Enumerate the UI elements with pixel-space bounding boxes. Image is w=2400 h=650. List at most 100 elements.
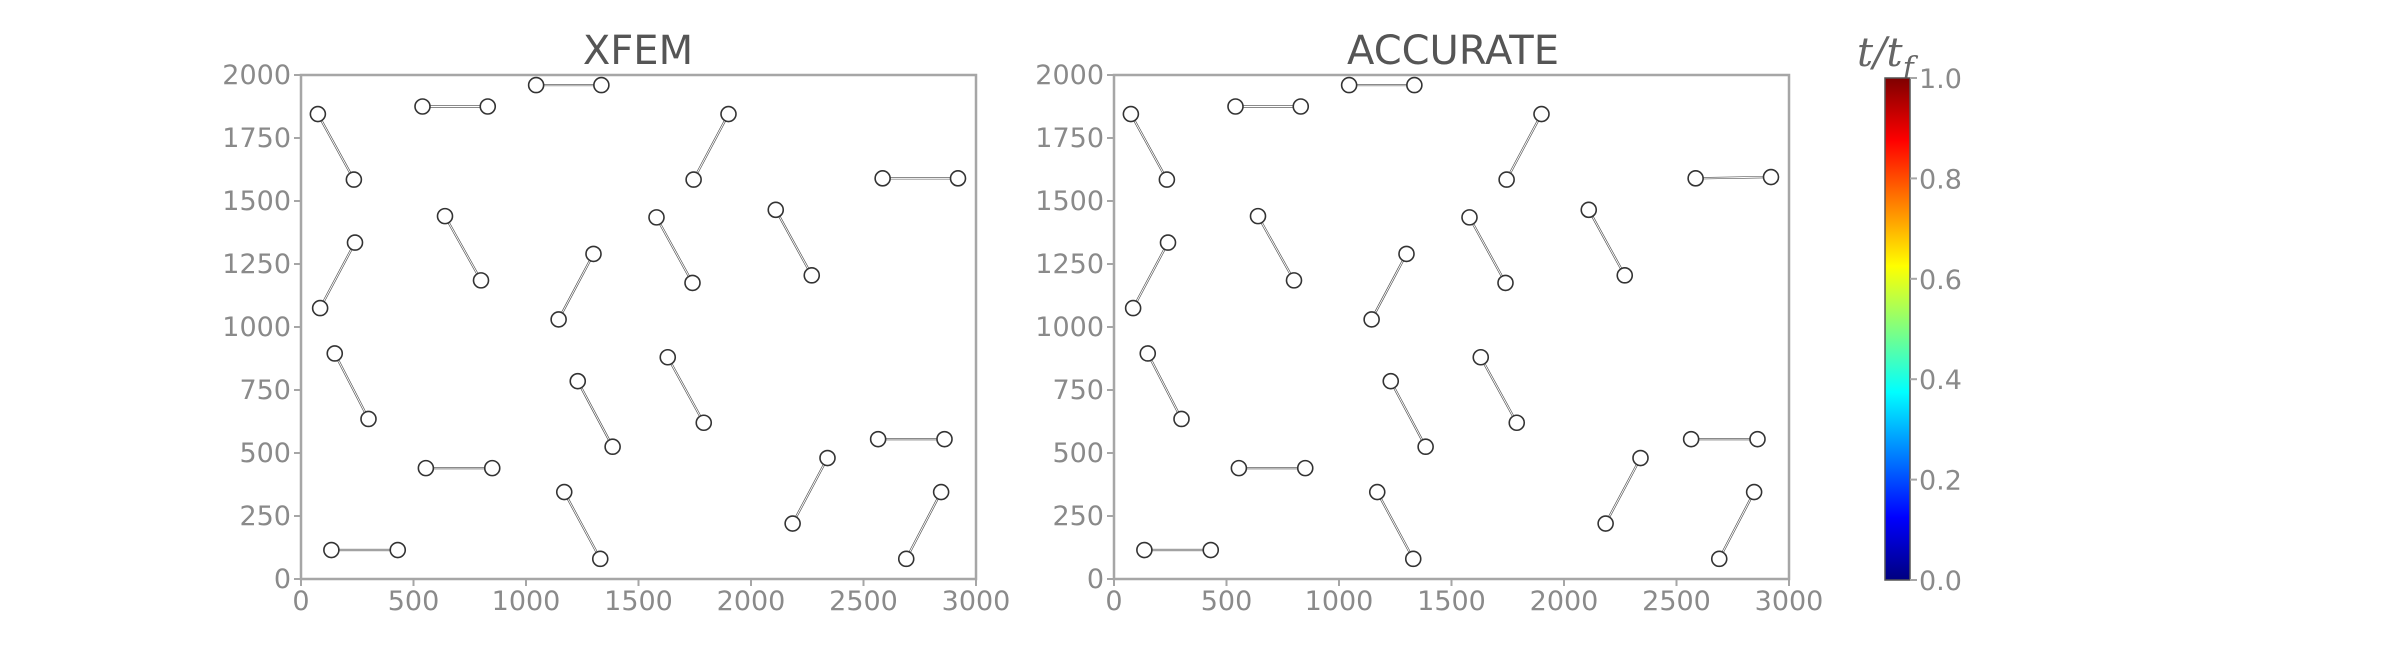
accurate-fracture-tip bbox=[1340, 76, 1358, 94]
accurate-fracture-tip bbox=[1202, 541, 1220, 559]
xfem-fracture-14 bbox=[417, 459, 501, 477]
xfem-fracture-tip bbox=[417, 459, 435, 477]
accurate-fracture-tip bbox=[1382, 372, 1400, 390]
xfem-fracture-tip bbox=[949, 170, 967, 187]
colorbar-tick-label: 0.6 bbox=[1919, 265, 1962, 296]
accurate-fracture-tip bbox=[1398, 245, 1415, 263]
xfem-fracture-5 bbox=[874, 170, 967, 187]
accurate-fracture-3 bbox=[1340, 76, 1423, 94]
xfem-fracture-11 bbox=[326, 345, 377, 428]
accurate-fracture-12 bbox=[1382, 372, 1434, 456]
accurate-fracture-opening bbox=[1480, 356, 1518, 424]
xfem-fracture-tip bbox=[550, 311, 567, 328]
accurate-fracture-tip bbox=[1292, 98, 1310, 115]
accurate-fracture-13 bbox=[1472, 348, 1526, 432]
accurate-fractures bbox=[1122, 76, 1780, 568]
xfem-x-tick-label: 2500 bbox=[829, 586, 898, 617]
accurate-fracture-opening bbox=[1132, 242, 1169, 309]
xfem-fracture-tip bbox=[591, 550, 609, 568]
xfem-fracture-16 bbox=[784, 449, 836, 532]
accurate-y-tick-label: 1000 bbox=[1035, 312, 1104, 343]
xfem-fracture-opening bbox=[319, 242, 356, 309]
accurate-fracture-tip bbox=[1508, 414, 1526, 432]
colorbar-tick-label: 0.8 bbox=[1919, 164, 1962, 195]
colorbar-tick-label: 0.2 bbox=[1919, 466, 1962, 497]
accurate-fracture-opening bbox=[1718, 491, 1755, 560]
xfem-x-tick-label: 500 bbox=[388, 586, 440, 617]
accurate-fracture-8 bbox=[1363, 245, 1415, 328]
xfem-fracture-tip bbox=[472, 272, 490, 289]
xfem-ticks: 0 500 1000 1500 2000 2500 3000 0 250 500 750 1000 12… bbox=[222, 60, 1010, 617]
accurate-fracture-tip bbox=[1136, 541, 1153, 559]
xfem-x-tick-label: 0 bbox=[292, 586, 309, 617]
accurate-y-tick-label: 1500 bbox=[1035, 186, 1104, 217]
accurate-fracture-18 bbox=[1710, 483, 1763, 568]
accurate-fracture-tip bbox=[1632, 449, 1649, 467]
accurate-fracture-opening bbox=[1130, 113, 1168, 180]
accurate-fracture-tip bbox=[1406, 76, 1423, 94]
accurate-fracture-tip bbox=[1158, 171, 1176, 188]
colorbar: t/tf 0.00.20.40.60.81.0 bbox=[1857, 30, 1962, 597]
xfem-fracture-tip bbox=[684, 274, 701, 292]
xfem-fracture-opening bbox=[577, 380, 614, 447]
colorbar-ticks: 0.0 0.2 0.4 0.6 0.8 1.0 bbox=[1910, 64, 1962, 597]
xfem-fracture-tip bbox=[897, 550, 915, 568]
accurate-fracture-tip bbox=[1749, 430, 1766, 448]
accurate-fracture-opening bbox=[1390, 380, 1427, 447]
accurate-fracture-tip bbox=[1227, 98, 1244, 115]
xfem-fracture-13 bbox=[659, 348, 713, 432]
accurate-fracture-17 bbox=[1368, 483, 1422, 568]
accurate-y-tick-label: 2000 bbox=[1035, 60, 1104, 91]
xfem-y-tick-label: 1500 bbox=[222, 186, 291, 217]
accurate-ticks: 0 500 1000 1500 2000 2500 3000 0 250 500 750 1000 12… bbox=[1035, 60, 1823, 617]
accurate-fracture-tip bbox=[1368, 483, 1386, 501]
accurate-fracture-14 bbox=[1230, 459, 1314, 477]
xfem-fracture-tip bbox=[936, 430, 953, 448]
colorbar-tick-label: 1.0 bbox=[1919, 64, 1962, 95]
accurate-fracture-opening bbox=[1147, 353, 1182, 420]
accurate-fracture-5 bbox=[1687, 168, 1780, 187]
xfem-fracture-tip bbox=[695, 414, 713, 432]
xfem-fracture-tip bbox=[346, 234, 364, 251]
xfem-fracture-tip bbox=[648, 209, 665, 226]
accurate-fracture-tip bbox=[1249, 207, 1267, 225]
xfem-x-tick-label: 1500 bbox=[604, 586, 673, 617]
accurate-fracture-opening bbox=[1605, 457, 1641, 524]
xfem-fracture-opening bbox=[334, 353, 369, 420]
xfem-fracture-opening bbox=[317, 113, 355, 180]
accurate-fracture-tip bbox=[1616, 267, 1634, 284]
accurate-fracture-tip bbox=[1461, 209, 1478, 226]
xfem-fracture-7 bbox=[436, 207, 490, 289]
accurate-fracture-tip bbox=[1762, 168, 1780, 186]
xfem-fracture-tip bbox=[659, 348, 677, 366]
colorbar-gradient bbox=[1884, 77, 1911, 581]
accurate-fracture-4 bbox=[1498, 105, 1550, 188]
xfem-x-tick-label: 3000 bbox=[942, 586, 1011, 617]
accurate-fracture-1 bbox=[1122, 105, 1176, 188]
colorbar-tick-label: 0.4 bbox=[1919, 365, 1962, 396]
accurate-y-tick-label: 1250 bbox=[1035, 249, 1104, 280]
accurate-x-tick-label: 1000 bbox=[1305, 586, 1374, 617]
accurate-fracture-tip bbox=[1497, 274, 1514, 292]
xfem-fracture-tip bbox=[869, 430, 887, 448]
xfem-fracture-4 bbox=[685, 105, 737, 188]
accurate-fracture-19 bbox=[1136, 541, 1220, 559]
accurate-fracture-tip bbox=[1533, 105, 1550, 123]
accurate-panel: ACCURATE 0 500 1000 1500 2000 2500 3000 0 250 500… bbox=[1035, 28, 1823, 617]
accurate-fracture-tip bbox=[1417, 438, 1434, 456]
xfem-fracture-opening bbox=[656, 217, 693, 284]
accurate-fracture-tip bbox=[1710, 550, 1728, 568]
accurate-fracture-tip bbox=[1139, 345, 1157, 362]
accurate-axes-frame bbox=[1112, 73, 1791, 581]
xfem-y-tick-label: 750 bbox=[239, 375, 291, 406]
colorbar-label-main: t/t bbox=[1857, 30, 1904, 76]
xfem-fracture-tip bbox=[604, 438, 621, 456]
xfem-fracture-19 bbox=[323, 541, 407, 559]
accurate-fracture-6 bbox=[1124, 234, 1177, 317]
accurate-fracture-tip bbox=[1580, 201, 1598, 219]
xfem-fracture-1 bbox=[309, 105, 363, 188]
xfem-fractures bbox=[309, 76, 967, 568]
xfem-fracture-tip bbox=[569, 372, 587, 390]
xfem-fracture-tip bbox=[360, 410, 377, 428]
accurate-fracture-opening bbox=[1257, 215, 1295, 281]
